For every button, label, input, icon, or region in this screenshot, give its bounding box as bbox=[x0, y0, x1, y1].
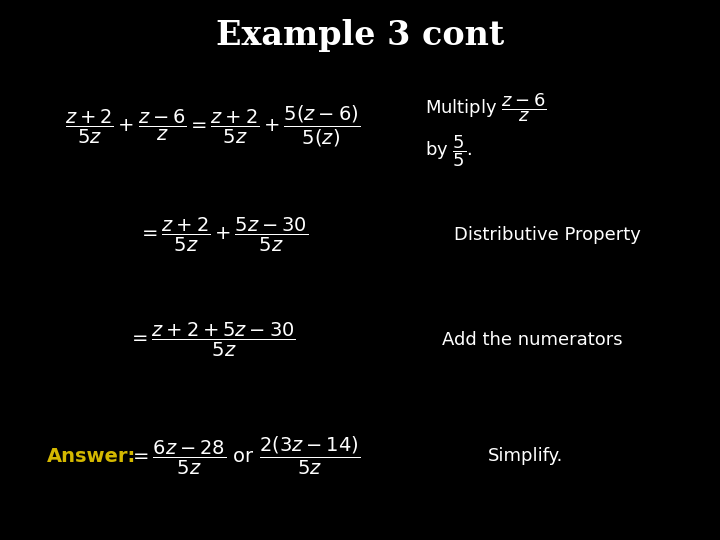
Text: $=\dfrac{6z-28}{5z}$ or $\dfrac{2(3z-14)}{5z}$: $=\dfrac{6z-28}{5z}$ or $\dfrac{2(3z-14)… bbox=[130, 435, 360, 477]
Text: Simplify.: Simplify. bbox=[488, 447, 563, 465]
Text: Answer:: Answer: bbox=[47, 447, 136, 466]
Text: $=\dfrac{z+2}{5z}+\dfrac{5z-30}{5z}$: $=\dfrac{z+2}{5z}+\dfrac{5z-30}{5z}$ bbox=[138, 216, 308, 254]
Text: by $\dfrac{5}{5}$.: by $\dfrac{5}{5}$. bbox=[425, 133, 472, 169]
Text: Distributive Property: Distributive Property bbox=[454, 226, 641, 244]
Text: Add the numerators: Add the numerators bbox=[443, 331, 623, 349]
Text: $=\dfrac{z+2+5z-30}{5z}$: $=\dfrac{z+2+5z-30}{5z}$ bbox=[128, 321, 297, 359]
Text: $\dfrac{z+2}{5z}+\dfrac{z-6}{z}=\dfrac{z+2}{5z}+\dfrac{5(z-6)}{5(z)}$: $\dfrac{z+2}{5z}+\dfrac{z-6}{z}=\dfrac{z… bbox=[65, 104, 360, 150]
Text: Multiply $\dfrac{z-6}{z}$: Multiply $\dfrac{z-6}{z}$ bbox=[425, 92, 546, 124]
Text: Example 3 cont: Example 3 cont bbox=[216, 18, 504, 52]
